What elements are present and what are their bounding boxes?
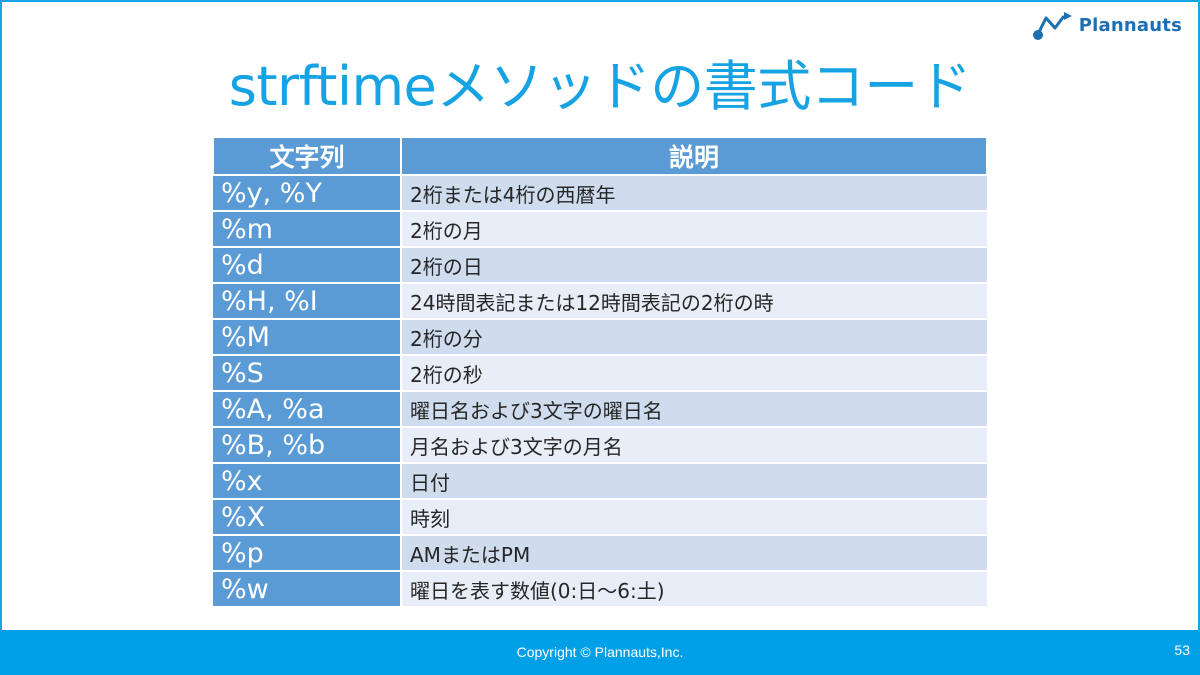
format-code: %B, %b: [213, 426, 402, 464]
format-code: %A, %a: [213, 390, 402, 428]
format-description: 曜日を表す数値(0:日～6:土): [400, 570, 987, 608]
format-code: %d: [213, 246, 402, 284]
format-description: 2桁の分: [400, 318, 987, 356]
table-row: %y, %Y 2桁または4桁の西暦年: [213, 174, 987, 212]
format-description: 2桁の月: [400, 210, 987, 248]
format-code: %y, %Y: [213, 174, 402, 212]
format-code: %p: [213, 534, 402, 572]
copyright-text: Copyright © Plannauts,Inc.: [516, 644, 684, 660]
slide-title: strftimeメソッドの書式コード: [228, 55, 972, 118]
format-description: 2桁の日: [400, 246, 987, 284]
format-description: AMまたはPM: [400, 534, 987, 572]
format-description: 曜日名および3文字の曜日名: [400, 390, 987, 428]
table-row: %w 曜日を表す数値(0:日～6:土): [213, 570, 987, 608]
table-row: %m 2桁の月: [213, 210, 987, 248]
table-row: %S 2桁の秒: [213, 354, 987, 392]
table-row: %H, %I 24時間表記または12時間表記の2桁の時: [213, 282, 987, 320]
format-description: 日付: [400, 462, 987, 500]
table-row: %x 日付: [213, 462, 987, 500]
format-description: 24時間表記または12時間表記の2桁の時: [400, 282, 987, 320]
format-code: %w: [213, 570, 402, 608]
format-code: %m: [213, 210, 402, 248]
plannauts-logo-icon: [1032, 12, 1072, 40]
brand-logo: Plannauts: [1032, 8, 1182, 42]
header-string: 文字列: [212, 138, 402, 176]
page-number: 53: [1174, 642, 1190, 658]
table-row: %d 2桁の日: [213, 246, 987, 284]
format-code: %H, %I: [213, 282, 402, 320]
table-row: %A, %a 曜日名および3文字の曜日名: [213, 390, 987, 428]
table-row: %X 時刻: [213, 498, 987, 536]
table-row: %B, %b 月名および3文字の月名: [213, 426, 987, 464]
format-code: %x: [213, 462, 402, 500]
slide-footer: Copyright © Plannauts,Inc. 53: [0, 630, 1200, 675]
format-description: 2桁の秒: [400, 354, 987, 392]
format-code-table: 文字列 説明 %y, %Y 2桁または4桁の西暦年 %m 2桁の月 %d 2桁の…: [212, 138, 988, 608]
table-header-row: 文字列 説明: [212, 138, 988, 176]
format-description: 月名および3文字の月名: [400, 426, 987, 464]
format-code: %S: [213, 354, 402, 392]
format-code: %X: [213, 498, 402, 536]
format-description: 時刻: [400, 498, 987, 536]
brand-name: Plannauts: [1078, 14, 1182, 36]
table-row: %p AMまたはPM: [213, 534, 987, 572]
format-code: %M: [213, 318, 402, 356]
table-row: %M 2桁の分: [213, 318, 987, 356]
header-description: 説明: [400, 138, 988, 176]
format-description: 2桁または4桁の西暦年: [400, 174, 987, 212]
